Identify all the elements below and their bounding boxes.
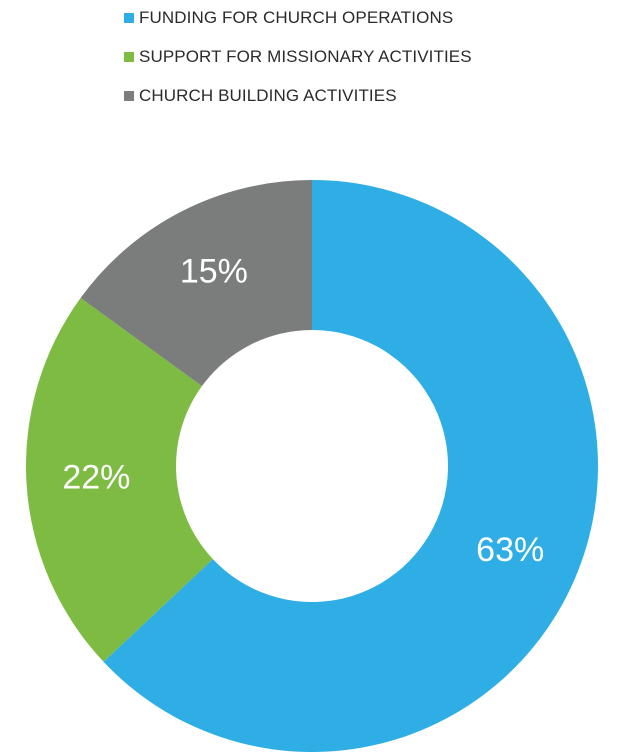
- chart-legend: FUNDING FOR CHURCH OPERATIONS SUPPORT FO…: [124, 8, 472, 125]
- legend-swatch-church-operations: [124, 13, 134, 23]
- data-label-missionary-activities: 22%: [62, 459, 130, 497]
- legend-label-church-building: CHURCH BUILDING ACTIVITIES: [139, 86, 397, 105]
- data-label-church-building: 15%: [180, 252, 248, 290]
- legend-swatch-missionary-activities: [124, 52, 134, 62]
- legend-label-missionary-activities: SUPPORT FOR MISSIONARY ACTIVITIES: [139, 47, 472, 66]
- slice-church-building: [80, 180, 313, 387]
- legend-item-missionary-activities: SUPPORT FOR MISSIONARY ACTIVITIES: [124, 47, 472, 67]
- legend-swatch-church-building: [124, 91, 134, 101]
- slice-church-operations: [103, 180, 598, 752]
- legend-label-church-operations: FUNDING FOR CHURCH OPERATIONS: [139, 8, 454, 27]
- slice-missionary-activities: [25, 297, 213, 662]
- legend-item-church-operations: FUNDING FOR CHURCH OPERATIONS: [124, 8, 472, 28]
- legend-item-church-building: CHURCH BUILDING ACTIVITIES: [124, 86, 472, 106]
- data-label-church-operations: 63%: [476, 531, 544, 569]
